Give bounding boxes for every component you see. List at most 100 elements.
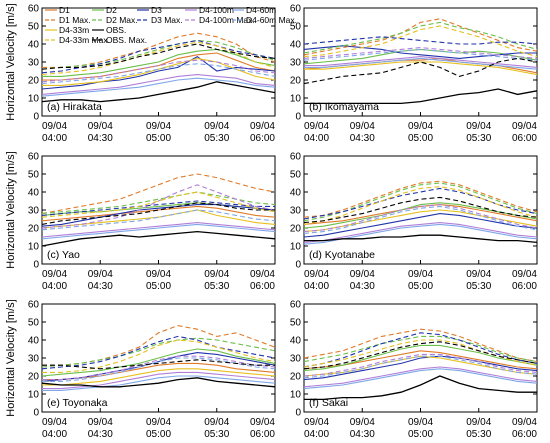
panel-label: (f) Sakai — [309, 397, 348, 409]
y-tick-label: 30 — [290, 354, 302, 365]
series-line-d4-100m-max — [41, 184, 276, 229]
y-tick-label: 30 — [28, 206, 40, 217]
y-tick-label: 50 — [290, 318, 302, 329]
x-tick-label-date: 09/04 — [304, 417, 329, 428]
series-line-d4-33m-max — [303, 25, 538, 58]
y-tick-label: 30 — [290, 206, 302, 217]
series-line-d1-max — [303, 180, 538, 218]
series-line-d4-33m-max — [42, 339, 276, 373]
panel-e-toyonaka: 010203040506009/0404:0009/0404:3009/0405… — [28, 300, 276, 440]
y-tick-label: 20 — [28, 224, 40, 235]
series-line-obs — [304, 234, 538, 244]
legend-item-d2-max: D2 Max. — [92, 15, 138, 25]
x-tick-label-time: 06:00 — [512, 281, 537, 292]
x-tick-label-time: 04:00 — [304, 281, 329, 292]
series-line-d2-max — [303, 182, 538, 222]
x-tick-label-date: 09/04 — [42, 417, 67, 428]
series-line-obs — [304, 375, 537, 401]
x-tick-label-time: 05:00 — [408, 429, 433, 440]
x-tick-label-time: 06:00 — [250, 429, 275, 440]
y-tick-label: 60 — [290, 4, 302, 15]
x-tick-label-time: 04:30 — [88, 281, 113, 292]
series-line-d2 — [42, 48, 276, 77]
x-tick-label-time: 04:00 — [42, 281, 67, 292]
y-tick-label: 50 — [28, 22, 40, 33]
series-line-d4-100m — [303, 222, 538, 243]
panel-label: (e) Toyonaka — [47, 397, 108, 409]
y-tick-label: 30 — [28, 354, 40, 365]
series-line-d4-60m-max — [41, 209, 276, 231]
legend-item-d4-60m: D4-60m — [232, 5, 276, 15]
x-tick-label-date: 09/04 — [512, 417, 537, 428]
x-tick-label-date: 09/04 — [146, 121, 171, 132]
y-tick-label: 40 — [290, 188, 302, 199]
x-tick-label-date: 09/04 — [466, 269, 491, 280]
panels-layer: 010203040506009/0404:0009/0404:3009/0405… — [28, 4, 538, 440]
y-tick-label: 40 — [290, 40, 302, 51]
x-tick-label-date: 09/04 — [88, 417, 113, 428]
series-line-d1-max — [41, 173, 276, 215]
series-line-d4-60m — [41, 77, 276, 97]
legend: D1 D2 D3 D4-100m D4-60m D1 Max. D2 Max. D3 Max.… — [45, 5, 297, 45]
legend-label: D3 — [151, 5, 162, 15]
series-line-d3 — [303, 355, 538, 381]
legend-item-d3: D3 — [137, 5, 162, 15]
x-tick-label-time: 04:00 — [304, 133, 329, 144]
series-line-obs-max — [303, 57, 538, 85]
series-line-d1-max — [42, 32, 276, 68]
series-line-d4-33m — [41, 209, 276, 229]
series-line-d3 — [41, 204, 276, 227]
series-line-obs-max — [41, 202, 275, 225]
series-line-d4-60m — [41, 223, 276, 240]
legend-item-obs-max: OBS. Max. — [92, 35, 147, 45]
y-tick-label: 40 — [28, 188, 40, 199]
legend-item-d4-33m: D4-33m — [45, 25, 89, 35]
series-line-d4-60m — [42, 375, 276, 391]
panel-f-sakai: 010203040506009/0404:0009/0404:3009/0405… — [290, 300, 538, 440]
series-line-d4-100m — [303, 366, 538, 388]
x-tick-label-date: 09/04 — [204, 417, 229, 428]
series-line-d4-100m — [41, 74, 276, 95]
x-tick-label-date: 09/04 — [88, 269, 113, 280]
x-tick-label-time: 05:00 — [146, 429, 171, 440]
series-line-d3 — [303, 213, 538, 238]
y-tick-label: 10 — [290, 242, 302, 253]
y-tick-label: 40 — [28, 40, 40, 51]
legend-label: D4-33m Max. — [59, 35, 110, 45]
series-line-d4-60m-max — [41, 63, 276, 85]
series-line-d4-100m — [304, 56, 538, 68]
x-tick-label-time: 06:00 — [512, 133, 537, 144]
series-line-d4-100m — [41, 222, 276, 238]
y-tick-label: 20 — [28, 76, 40, 87]
panel-label: (a) Hirakata — [47, 101, 102, 113]
series-line-d4-60m — [303, 368, 538, 390]
series-line-d3-max — [41, 200, 275, 216]
y-tick-label: 0 — [33, 260, 39, 271]
x-tick-label-time: 04:30 — [350, 281, 375, 292]
panel-label: (d) Kyotanabe — [309, 249, 375, 261]
x-tick-label-date: 09/04 — [88, 121, 113, 132]
series-line-d4-100m — [42, 371, 276, 390]
legend-label: OBS. Max. — [106, 35, 147, 45]
x-tick-label-date: 09/04 — [204, 269, 229, 280]
y-tick-label: 20 — [290, 224, 302, 235]
series-line-obs — [41, 230, 276, 247]
x-tick-label-date: 09/04 — [512, 269, 537, 280]
legend-label: D3 Max. — [151, 15, 183, 25]
series-line-d4-33m-max — [303, 186, 538, 225]
series-line-obs — [41, 81, 276, 103]
panel-c-yao: 010203040506009/0404:0009/0404:3009/0405… — [28, 152, 276, 292]
series-line-d1 — [41, 205, 276, 222]
x-tick-label-time: 04:00 — [304, 429, 329, 440]
x-tick-label-date: 09/04 — [408, 269, 433, 280]
x-tick-label-time: 04:30 — [88, 429, 113, 440]
y-tick-label: 30 — [290, 58, 302, 69]
x-tick-label-date: 09/04 — [146, 269, 171, 280]
x-tick-label-date: 09/04 — [146, 417, 171, 428]
panel-label: (c) Yao — [47, 249, 80, 261]
x-tick-label-date: 09/04 — [350, 269, 375, 280]
series-line-obs — [304, 88, 538, 105]
legend-item-d4-60m-max: D4-60m Max. — [232, 15, 297, 25]
series-line-d4-33m — [304, 61, 538, 76]
series-line-d3-max — [303, 332, 538, 368]
